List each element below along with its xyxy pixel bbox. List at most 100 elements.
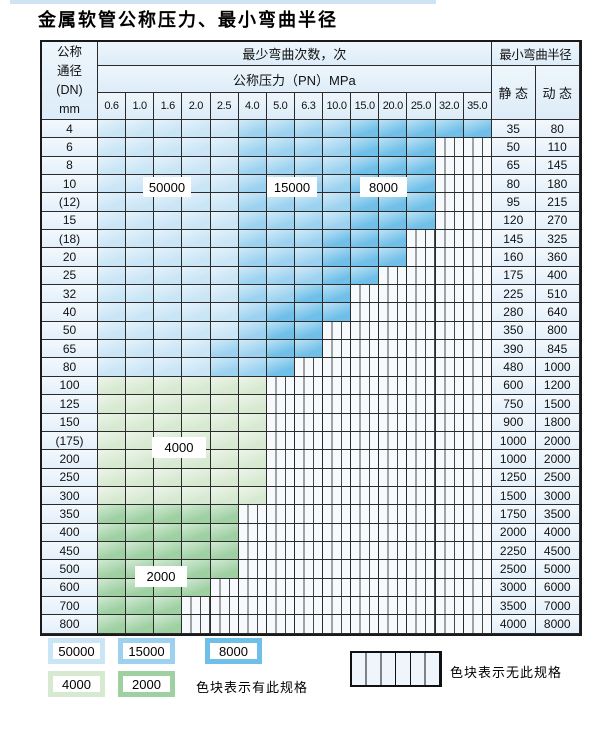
pressure-tick: 0.6 bbox=[98, 93, 127, 120]
no-spec-cell bbox=[266, 596, 295, 616]
spec-cell bbox=[379, 156, 408, 176]
spec-cell bbox=[182, 321, 211, 341]
spec-cell bbox=[210, 541, 239, 561]
static-radius-value: 80 bbox=[491, 175, 536, 194]
no-spec-cell bbox=[463, 523, 492, 542]
spec-cell bbox=[210, 211, 239, 231]
spec-cell bbox=[210, 285, 239, 304]
spec-cell bbox=[379, 230, 408, 249]
spec-cell bbox=[210, 505, 239, 524]
spec-cell bbox=[238, 468, 267, 487]
static-radius-value: 120 bbox=[491, 211, 536, 231]
static-radius-value: 160 bbox=[491, 248, 536, 267]
spec-cell bbox=[238, 211, 267, 231]
no-spec-cell bbox=[294, 486, 323, 506]
spec-cell bbox=[182, 505, 211, 524]
spec-cell bbox=[210, 321, 239, 341]
dynamic-radius-value: 1800 bbox=[535, 413, 580, 432]
spec-cell bbox=[323, 175, 352, 194]
no-spec-cell bbox=[351, 523, 380, 542]
no-spec-cell bbox=[323, 541, 352, 561]
no-spec-cell bbox=[435, 395, 464, 414]
spec-cell bbox=[294, 120, 323, 139]
static-radius-value: 2500 bbox=[491, 560, 536, 579]
no-spec-cell bbox=[379, 340, 408, 359]
dn-cell: 300 bbox=[42, 486, 98, 506]
spec-cell bbox=[154, 541, 183, 561]
pressure-tick: 20.0 bbox=[379, 93, 408, 120]
spec-cell bbox=[98, 615, 127, 634]
no-spec-cell bbox=[463, 211, 492, 231]
no-spec-cell bbox=[463, 486, 492, 506]
spec-cell bbox=[266, 321, 295, 341]
no-spec-cell bbox=[407, 596, 436, 616]
spec-cell bbox=[154, 120, 183, 139]
spec-cell bbox=[210, 193, 239, 212]
spec-cell bbox=[154, 376, 183, 396]
spec-cell bbox=[126, 340, 155, 359]
spec-cell bbox=[98, 395, 127, 414]
legend-swatch-8000: 8000 bbox=[205, 638, 262, 664]
spec-cell bbox=[379, 138, 408, 157]
no-spec-cell bbox=[351, 376, 380, 396]
spec-cell bbox=[210, 340, 239, 359]
spec-cell bbox=[379, 211, 408, 231]
spec-cell bbox=[98, 266, 127, 286]
spec-cell bbox=[182, 193, 211, 212]
no-spec-cell bbox=[379, 321, 408, 341]
no-spec-cell bbox=[407, 248, 436, 267]
spec-cell bbox=[210, 431, 239, 451]
dn-header: 公称 通径 (DN) mm bbox=[42, 42, 98, 120]
spec-cell bbox=[126, 523, 155, 542]
spec-cell bbox=[266, 303, 295, 322]
dynamic-radius-value: 400 bbox=[535, 266, 580, 286]
no-spec-cell bbox=[351, 395, 380, 414]
static-radius-value: 145 bbox=[491, 230, 536, 249]
no-spec-cell bbox=[463, 248, 492, 267]
dynamic-radius-value: 215 bbox=[535, 193, 580, 212]
spec-cell bbox=[210, 413, 239, 432]
spec-cell bbox=[238, 303, 267, 322]
spec-cell bbox=[154, 230, 183, 249]
static-radius-value: 600 bbox=[491, 376, 536, 396]
no-spec-cell bbox=[351, 321, 380, 341]
no-spec-cell bbox=[463, 615, 492, 634]
page-title: 金属软管公称压力、最小弯曲半径 bbox=[38, 10, 338, 31]
dynamic-radius-value: 1200 bbox=[535, 376, 580, 396]
spec-cell bbox=[126, 303, 155, 322]
no-spec-cell bbox=[294, 560, 323, 579]
spec-cell bbox=[238, 285, 267, 304]
no-spec-cell bbox=[463, 413, 492, 432]
no-spec-cell bbox=[379, 450, 408, 469]
pressure-tick: 4.0 bbox=[238, 93, 267, 120]
no-spec-cell bbox=[407, 358, 436, 377]
legend-no-spec-box bbox=[350, 651, 442, 687]
dn-cell: 8 bbox=[42, 156, 98, 176]
no-spec-cell bbox=[294, 541, 323, 561]
dynamic-radius-value: 2000 bbox=[535, 431, 580, 451]
spec-cell bbox=[238, 156, 267, 176]
spec-cell bbox=[98, 156, 127, 176]
static-radius-value: 390 bbox=[491, 340, 536, 359]
spec-cell bbox=[126, 285, 155, 304]
spec-cell bbox=[294, 138, 323, 157]
pressure-tick: 6.3 bbox=[294, 93, 323, 120]
no-spec-cell bbox=[379, 358, 408, 377]
no-spec-cell bbox=[294, 450, 323, 469]
no-spec-cell bbox=[379, 578, 408, 597]
spec-cell bbox=[154, 523, 183, 542]
no-spec-cell bbox=[407, 450, 436, 469]
legend-swatch-2000: 2000 bbox=[118, 671, 175, 697]
no-spec-cell bbox=[407, 340, 436, 359]
no-spec-cell bbox=[435, 431, 464, 451]
no-spec-cell bbox=[435, 138, 464, 157]
no-spec-cell bbox=[294, 468, 323, 487]
spec-cell bbox=[126, 230, 155, 249]
no-spec-cell bbox=[407, 523, 436, 542]
spec-cell bbox=[294, 156, 323, 176]
spec-cell bbox=[351, 193, 380, 212]
spec-cell bbox=[126, 211, 155, 231]
no-spec-cell bbox=[379, 413, 408, 432]
no-spec-cell bbox=[407, 266, 436, 286]
